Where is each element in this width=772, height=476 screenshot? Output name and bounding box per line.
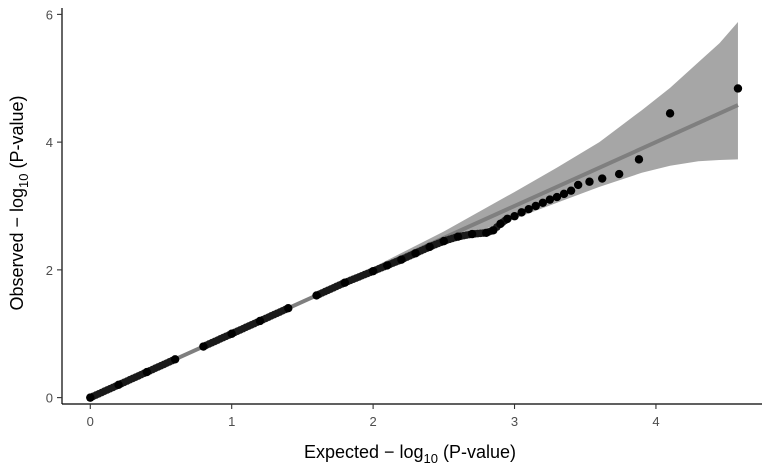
- x-axis-title-subscript: 10: [424, 451, 438, 466]
- data-point: [665, 109, 675, 118]
- data-point: [397, 255, 406, 264]
- x-tick-label: 3: [511, 414, 518, 429]
- y-tick-label: 2: [46, 263, 53, 278]
- x-axis-title-suffix: (P-value): [438, 442, 516, 462]
- data-point: [538, 198, 548, 208]
- x-tick-label: 0: [87, 414, 94, 429]
- data-point: [142, 367, 152, 377]
- confidence-band: [90, 22, 738, 398]
- data-point: [552, 192, 562, 202]
- data-points: [86, 84, 743, 402]
- data-point: [255, 316, 265, 326]
- y-axis-title: Observed − log10 (P-value): [7, 95, 31, 310]
- data-point: [566, 186, 576, 195]
- data-point: [170, 355, 180, 364]
- data-point: [598, 174, 607, 183]
- y-tick-label: 6: [46, 7, 53, 22]
- data-point: [524, 204, 533, 214]
- x-tick-label: 1: [228, 414, 235, 429]
- x-tick-label: 4: [652, 414, 659, 429]
- data-point: [559, 189, 569, 199]
- x-axis-title: Expected − log10 (P-value): [304, 442, 516, 466]
- data-point: [482, 228, 491, 238]
- y-axis-title-subscript: 10: [16, 173, 31, 187]
- data-point: [517, 208, 526, 217]
- data-point: [573, 180, 583, 190]
- y-axis-title-suffix: (P-value): [7, 95, 27, 173]
- y-axis-ticks: 0 2 4 6: [46, 7, 62, 406]
- data-point: [368, 266, 378, 276]
- data-point: [614, 169, 624, 179]
- data-point: [312, 291, 321, 300]
- data-point: [467, 229, 477, 239]
- data-point: [489, 226, 498, 235]
- x-axis-title-prefix: Expected − log: [304, 442, 424, 462]
- x-tick-label: 2: [369, 414, 376, 429]
- data-point: [503, 214, 512, 223]
- data-point: [510, 212, 519, 221]
- y-tick-label: 0: [46, 391, 53, 406]
- data-point: [531, 201, 540, 211]
- data-point: [114, 380, 123, 390]
- data-point: [439, 236, 449, 246]
- data-point: [383, 261, 392, 270]
- data-point: [199, 342, 208, 351]
- data-point: [545, 195, 555, 204]
- data-point: [733, 84, 743, 93]
- data-point: [411, 249, 420, 258]
- data-point: [585, 177, 594, 186]
- data-point: [284, 303, 293, 313]
- data-point: [86, 393, 95, 402]
- data-point: [453, 232, 463, 241]
- data-point: [496, 219, 505, 229]
- y-axis-title-prefix: Observed − log: [7, 188, 27, 311]
- data-point: [425, 242, 434, 252]
- data-point: [340, 278, 350, 287]
- data-point: [634, 155, 644, 164]
- x-axis-ticks: 0 1 2 3 4: [87, 404, 660, 429]
- y-tick-label: 4: [46, 135, 53, 150]
- data-point: [227, 329, 236, 338]
